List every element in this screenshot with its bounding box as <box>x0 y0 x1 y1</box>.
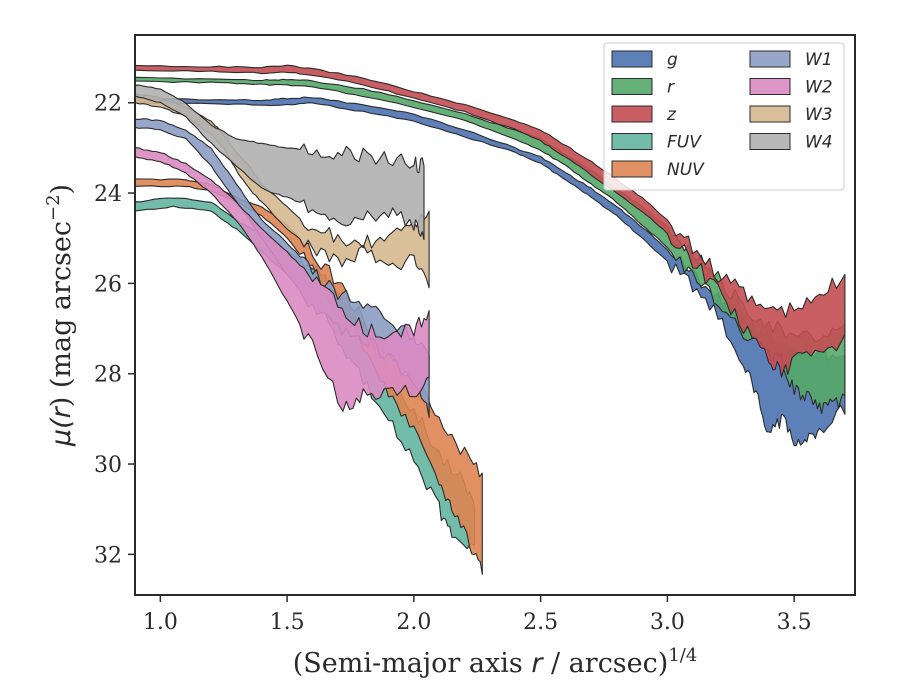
legend-swatch-z <box>611 105 653 123</box>
y-axis-label-suffix: ) <box>46 184 77 195</box>
y-tick-label: 22 <box>94 92 122 117</box>
y-axis-ticks: 22 24 26 28 30 32 <box>94 92 135 568</box>
x-tick-label: 1.5 <box>270 610 305 635</box>
legend-label-nuv: NUV <box>667 160 705 180</box>
legend-swatch-r <box>611 78 653 95</box>
x-tick-label: 2.5 <box>523 610 558 635</box>
x-axis-label-variable: r <box>531 648 544 679</box>
legend-label-g: g <box>667 50 678 70</box>
legend-label-w4: W4 <box>805 133 833 153</box>
y-axis-label-prefix: μ( <box>46 417 77 447</box>
legend-swatch-w4 <box>749 133 791 150</box>
x-tick-label: 3.5 <box>777 610 812 635</box>
y-tick-label: 28 <box>94 363 122 388</box>
legend-swatch-w2 <box>749 78 791 95</box>
y-tick-label: 32 <box>94 543 122 568</box>
band-w2 <box>135 146 430 412</box>
x-axis-label-exponent: 1/4 <box>668 645 697 666</box>
x-tick-label: 2.0 <box>396 610 431 635</box>
x-axis-label: (Semi-major axis r / arcsec)1/4 <box>293 645 698 679</box>
y-tick-label: 24 <box>94 182 122 207</box>
band-z <box>135 64 846 378</box>
y-axis-label-middle: ) (mag arcsec <box>46 221 77 407</box>
legend-label-r: r <box>667 78 675 98</box>
legend-swatch-fuv <box>611 133 653 150</box>
legend-swatch-nuv <box>611 160 653 178</box>
x-tick-label: 1.0 <box>143 610 178 635</box>
legend-label-w2: W2 <box>805 78 833 98</box>
y-axis-label-exponent: −2 <box>43 194 64 221</box>
legend-label-w3: W3 <box>805 105 833 125</box>
legend-label-w1: W1 <box>805 50 833 70</box>
plot-frame <box>134 34 856 596</box>
profile-bands <box>135 64 846 575</box>
legend-swatch-g <box>611 50 653 68</box>
x-axis-ticks: 1.0 1.5 2.0 2.5 3.0 3.5 <box>143 595 812 635</box>
band-r <box>135 76 846 415</box>
x-axis-label-prefix: (Semi-major axis <box>293 648 532 679</box>
band-g <box>135 96 846 447</box>
legend-label-z: z <box>666 105 677 125</box>
band-w4 <box>135 84 425 241</box>
legend-swatch-w3 <box>749 105 791 123</box>
y-tick-label: 30 <box>94 453 122 478</box>
legend-swatch-w1 <box>749 50 791 68</box>
x-tick-label: 3.0 <box>650 610 685 635</box>
y-axis-label-variable: r <box>46 405 77 418</box>
y-tick-label: 26 <box>94 272 122 297</box>
band-w1 <box>135 118 430 418</box>
y-axis-label: μ(r) (mag arcsec−2) <box>43 184 77 447</box>
x-axis-label-suffix: / arcsec) <box>542 648 668 679</box>
legend: grz FUV NUV W1 W2 W3 W4 <box>603 42 845 191</box>
legend-label-fuv: FUV <box>667 133 702 153</box>
